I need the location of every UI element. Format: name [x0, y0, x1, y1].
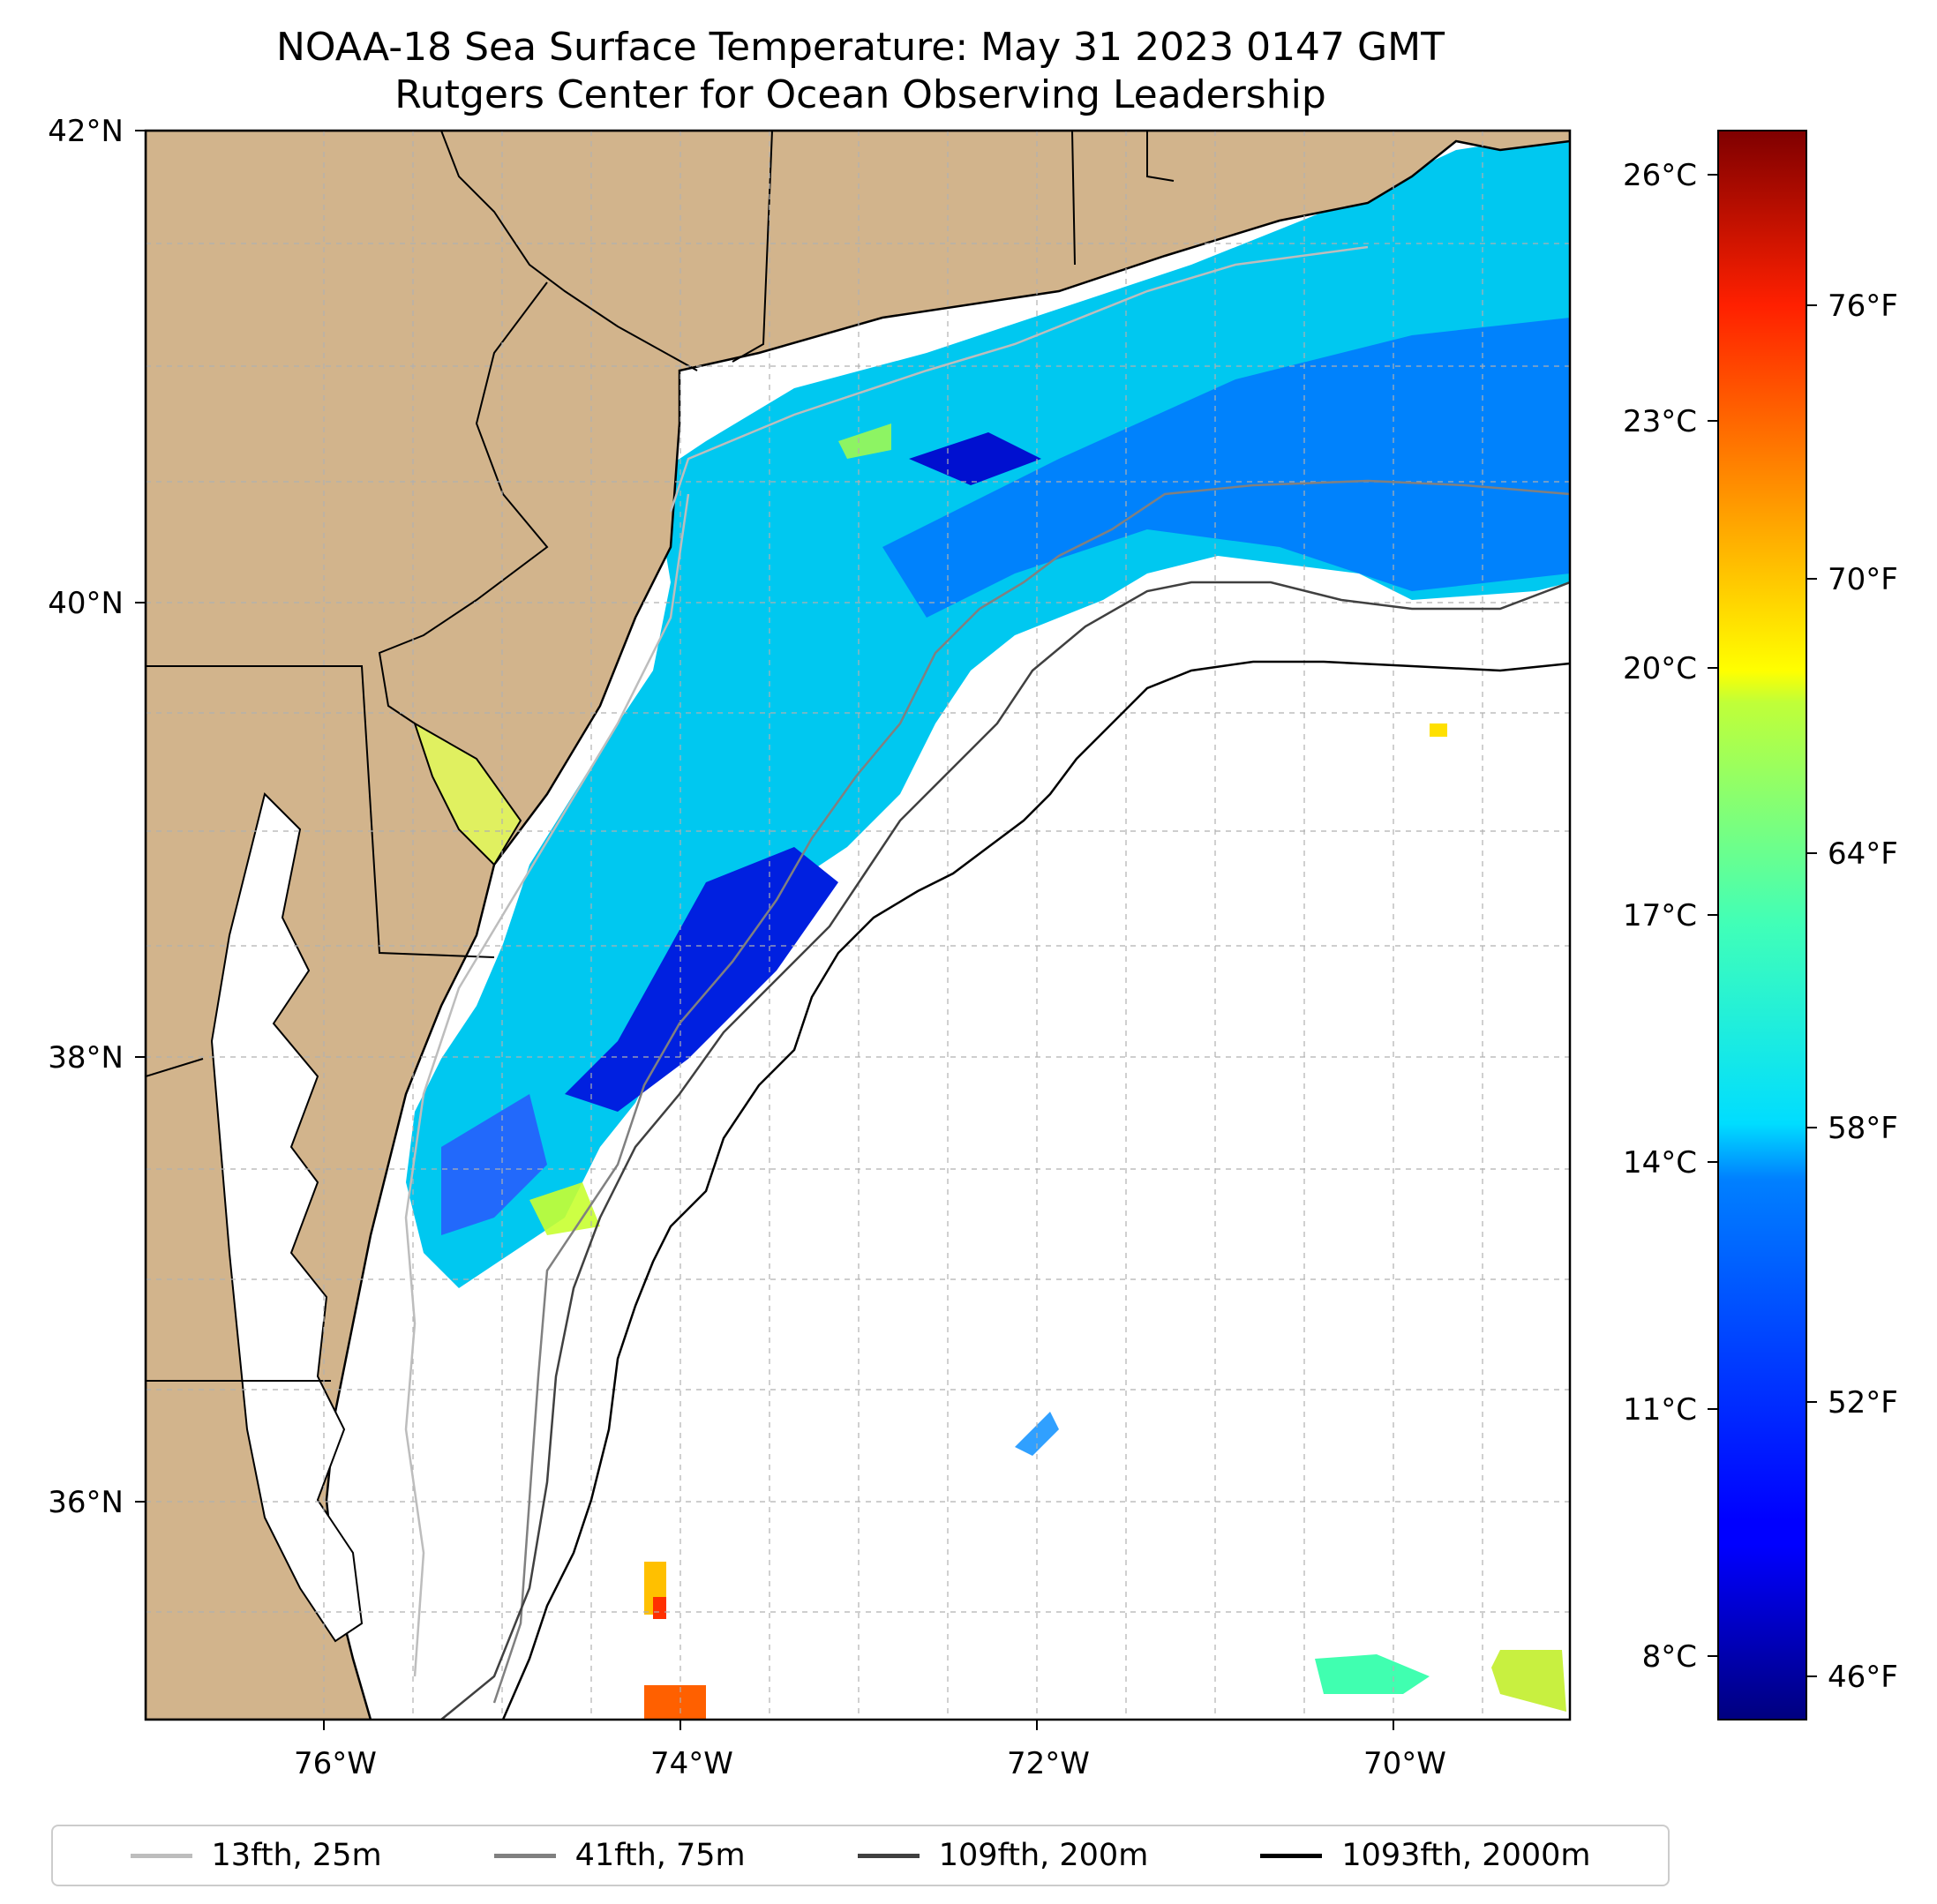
isobath-200m	[440, 581, 1570, 1720]
isobath-legend: 13fth, 25m 41fth, 75m 109fth, 200m 1093f…	[51, 1825, 1670, 1886]
legend-label: 13fth, 25m	[211, 1838, 382, 1873]
lon-tick-labels: 76°W 74°W 72°W 70°W	[294, 1746, 1446, 1781]
isobath-2000m	[501, 660, 1570, 1720]
colorbar: 26°C 23°C 20°C 17°C 14°C 11°C 8°C 76°F 7…	[1623, 130, 1898, 1720]
legend-item-200m: 109fth, 200m	[857, 1838, 1149, 1873]
celsius-tick-label: 14°C	[1623, 1145, 1697, 1181]
fahrenheit-tick-label: 64°F	[1828, 836, 1898, 872]
isobath-25m	[404, 245, 1369, 1677]
celsius-tick-label: 23°C	[1623, 404, 1697, 439]
lat-tick-label: 40°N	[48, 586, 124, 621]
lon-tick-label: 72°W	[1007, 1746, 1090, 1781]
fahrenheit-tick-label: 58°F	[1828, 1111, 1898, 1146]
legend-label: 1093fth, 2000m	[1341, 1838, 1591, 1873]
legend-swatch	[1260, 1853, 1323, 1858]
lat-tick-label: 38°N	[48, 1040, 124, 1076]
delaware-bay	[413, 721, 522, 866]
map-frame	[144, 129, 1572, 1721]
fahrenheit-tick-label: 76°F	[1828, 289, 1898, 324]
celsius-tick-label: 11°C	[1623, 1392, 1697, 1428]
map-title: NOAA-18 Sea Surface Temperature: May 31 …	[276, 25, 1445, 70]
fahrenheit-tick-label: 46°F	[1828, 1660, 1898, 1695]
celsius-tick-label: 26°C	[1623, 158, 1697, 193]
celsius-tick-label: 20°C	[1623, 651, 1697, 686]
bay-water	[210, 792, 364, 1643]
legend-label: 41fth, 75m	[574, 1838, 746, 1873]
legend-swatch	[130, 1853, 192, 1858]
lon-tick-label: 70°W	[1363, 1746, 1446, 1781]
axis-ticks	[135, 130, 1394, 1730]
fahrenheit-tick-label: 52°F	[1828, 1385, 1898, 1421]
lon-tick-label: 74°W	[650, 1746, 733, 1781]
land-mass	[146, 131, 1570, 1720]
fahrenheit-tick-label: 70°F	[1828, 562, 1898, 597]
lat-tick-labels: 42°N 40°N 38°N 36°N	[48, 114, 124, 1520]
lon-tick-label: 76°W	[294, 1746, 377, 1781]
state-borders	[146, 131, 1175, 1382]
map-subtitle: Rutgers Center for Ocean Observing Leade…	[394, 72, 1326, 117]
celsius-tick-label: 8°C	[1642, 1639, 1697, 1675]
legend-swatch	[493, 1853, 556, 1858]
isobath-75m	[492, 479, 1570, 1704]
legend-item-2000m: 1093fth, 2000m	[1260, 1838, 1590, 1873]
legend-item-75m: 41fth, 75m	[493, 1838, 746, 1873]
lat-tick-label: 36°N	[48, 1485, 124, 1520]
legend-label: 109fth, 200m	[938, 1838, 1149, 1873]
celsius-tick-label: 17°C	[1623, 898, 1697, 933]
legend-swatch	[857, 1853, 920, 1858]
colorbar-gradient	[1717, 130, 1807, 1720]
legend-item-25m: 13fth, 25m	[130, 1838, 382, 1873]
lat-tick-label: 42°N	[48, 114, 124, 149]
